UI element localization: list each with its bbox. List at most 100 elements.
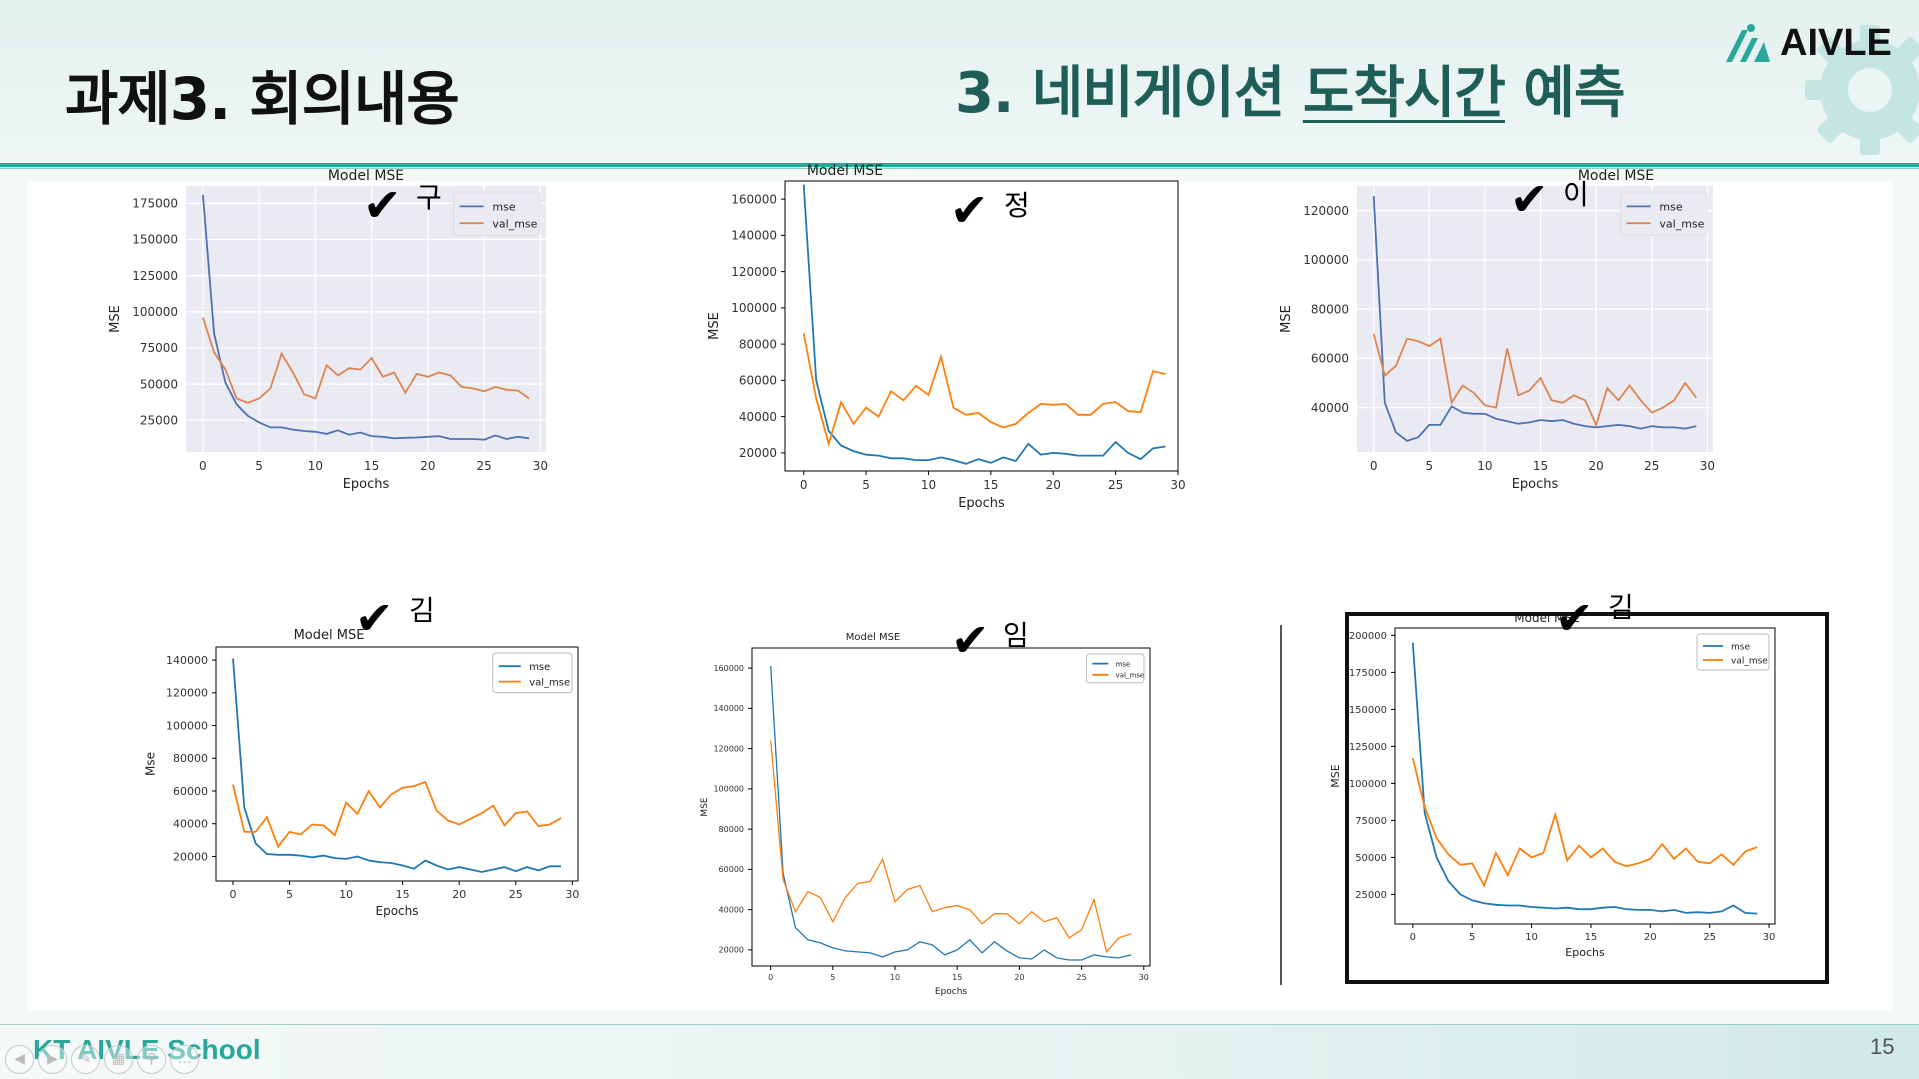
chart-svg: 0 5 10 15 20 25 30 20000 40000 60000 80000 100000 12… <box>143 628 579 918</box>
y-tick-label: 125000 <box>132 269 178 283</box>
check-mark-icon: ✔ <box>950 183 989 237</box>
x-tick-label: 0 <box>199 459 207 473</box>
y-tick-label: 175000 <box>1349 668 1387 679</box>
series-line-val_mse <box>202 317 530 404</box>
series-line-val_mse <box>802 333 1166 448</box>
logo-text: AIVLE <box>1780 21 1892 64</box>
y-tick-label: 80000 <box>739 337 777 351</box>
footer-divider <box>0 1024 1919 1025</box>
name-tag: 정 <box>1004 189 1030 222</box>
x-tick-label: 0 <box>1370 459 1378 473</box>
x-tick-label: 25 <box>1644 459 1659 473</box>
plot-area <box>751 647 1151 967</box>
x-tick-label: 20 <box>1046 478 1061 492</box>
chart-1: 0 5 10 15 20 25 30 25000 50000 75000 100000 125000 1… <box>108 168 680 600</box>
y-tick-label: 140000 <box>166 654 208 667</box>
x-axis-label: Epochs <box>958 496 1005 511</box>
legend-box <box>1696 633 1770 671</box>
y-tick-label: 50000 <box>1355 853 1387 864</box>
x-tick-label: 5 <box>286 888 293 901</box>
check-mark-icon: ✔ <box>951 613 990 667</box>
next-slide-icon[interactable]: ▶ <box>38 1045 67 1074</box>
chart-6: 0 5 10 15 20 25 30 25000 50000 75000 100000 125000 1… <box>1329 611 1827 974</box>
y-tick-label: 80000 <box>173 752 208 765</box>
y-tick-label: 40000 <box>739 410 777 424</box>
header-divider-thin <box>0 168 1919 169</box>
y-axis-label: MSE <box>707 312 722 340</box>
y-axis-label: MSE <box>1329 764 1342 787</box>
x-tick-label: 10 <box>339 888 353 901</box>
x-tick-label: 10 <box>921 478 936 492</box>
zoom-icon[interactable]: ⚲ <box>137 1045 166 1074</box>
y-tick-label: 150000 <box>1349 705 1387 716</box>
chart-2: 0 5 10 15 20 25 30 20000 40000 60000 80000 100000 12… <box>705 163 1285 605</box>
series-line-mse <box>770 666 1132 961</box>
y-tick-label: 75000 <box>140 341 178 355</box>
series-line-val_mse <box>770 740 1132 954</box>
pen-icon[interactable]: ✎ <box>71 1045 100 1074</box>
x-tick-label: 25 <box>1703 932 1716 943</box>
chart-svg: 0 5 10 15 20 25 30 40000 60000 80000 100000 120000 M… <box>1279 168 1715 492</box>
y-tick-label: 25000 <box>1355 890 1387 901</box>
legend-label: mse <box>492 201 515 214</box>
header-divider <box>0 163 1919 167</box>
x-tick-label: 10 <box>1477 459 1492 473</box>
legend-label: val_mse <box>492 217 537 230</box>
chart-3: 0 5 10 15 20 25 30 40000 60000 80000 100000 120000 M… <box>1279 168 1840 600</box>
x-axis-label: Epochs <box>376 904 419 918</box>
legend-label: mse <box>529 662 550 673</box>
chart-svg: 0 5 10 15 20 25 30 20000 40000 60000 80000 100000 12… <box>700 632 1151 997</box>
y-tick-label: 60000 <box>739 374 777 388</box>
x-tick-label: 30 <box>1763 932 1776 943</box>
chart-svg: 0 5 10 15 20 25 30 25000 50000 75000 100000 125000 1… <box>1329 611 1776 959</box>
y-tick-label: 60000 <box>1311 352 1349 366</box>
x-tick-label: 15 <box>983 478 998 492</box>
y-axis-label: Mse <box>143 752 157 776</box>
subtitle-underlined: 도착시간 <box>1302 61 1506 126</box>
more-options-icon[interactable]: … <box>170 1045 199 1074</box>
x-tick-label: 25 <box>1077 973 1087 982</box>
x-tick-label: 15 <box>952 973 962 982</box>
y-tick-label: 140000 <box>713 704 744 713</box>
y-tick-label: 125000 <box>1349 742 1387 753</box>
y-tick-label: 175000 <box>132 197 178 211</box>
legend-label: val_mse <box>1116 672 1145 680</box>
x-tick-label: 30 <box>1700 459 1715 473</box>
x-tick-label: 5 <box>1469 932 1475 943</box>
check-mark-icon: ✔ <box>355 591 394 645</box>
gear-icon <box>1805 25 1919 155</box>
prev-slide-icon[interactable]: ◀ <box>5 1045 34 1074</box>
name-tag: 김 <box>409 594 435 627</box>
x-tick-label: 30 <box>1170 478 1185 492</box>
name-tag: 임 <box>1003 619 1029 652</box>
subtitle-suffix: 예측 <box>1504 61 1625 126</box>
y-tick-label: 120000 <box>166 687 208 700</box>
chart-title: Model MSE <box>294 628 365 643</box>
y-tick-label: 40000 <box>1311 401 1349 415</box>
x-axis-label: Epochs <box>935 987 968 997</box>
y-tick-label: 50000 <box>140 377 178 391</box>
x-tick-label: 30 <box>533 459 548 473</box>
x-axis-label: Epochs <box>343 477 390 492</box>
x-tick-label: 20 <box>420 459 435 473</box>
x-tick-label: 15 <box>396 888 410 901</box>
x-tick-label: 25 <box>509 888 523 901</box>
legend-label: val_mse <box>1731 657 1768 667</box>
slide-header: 과제3. 회의내용 3. 네비게이션 도착시간 예측 AIVLE <box>0 0 1919 169</box>
chart-title: Model MSE <box>1578 168 1654 184</box>
y-tick-label: 20000 <box>739 446 777 460</box>
x-tick-label: 30 <box>565 888 579 901</box>
series-line-val_mse <box>232 780 562 849</box>
series-line-val_mse <box>1411 757 1758 888</box>
y-tick-label: 40000 <box>719 905 744 914</box>
check-mark-icon: ✔ <box>1555 591 1594 645</box>
page-number: 15 <box>1870 1034 1895 1059</box>
x-tick-label: 0 <box>768 973 773 982</box>
series-line-val_mse <box>1372 333 1698 428</box>
y-tick-label: 120000 <box>1303 204 1349 218</box>
y-tick-label: 25000 <box>140 413 178 427</box>
x-axis-label: Epochs <box>1512 477 1559 492</box>
slides-grid-icon[interactable]: ▦ <box>104 1045 133 1074</box>
legend-label: mse <box>1731 643 1750 653</box>
y-tick-label: 100000 <box>731 301 777 315</box>
